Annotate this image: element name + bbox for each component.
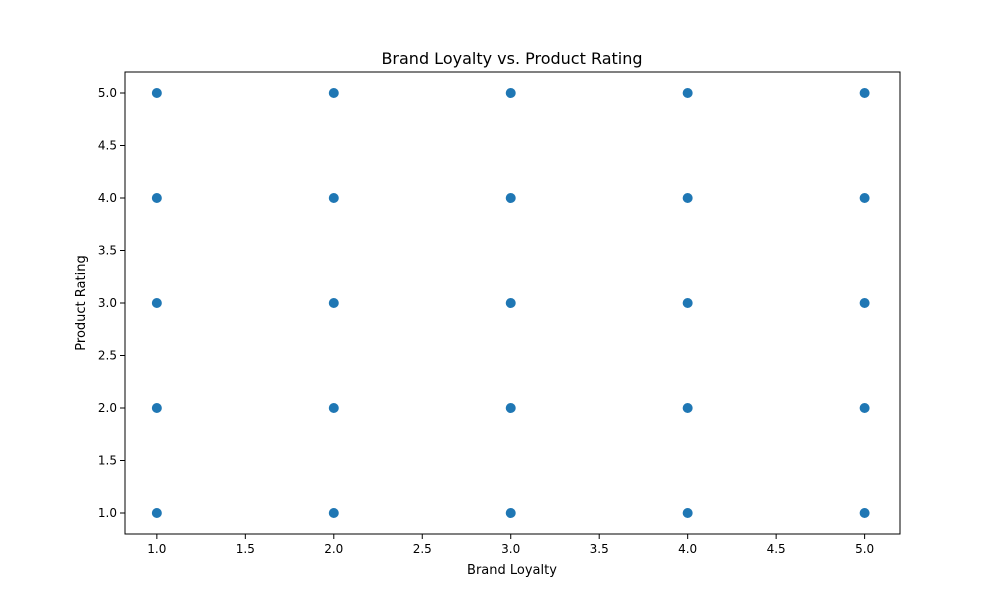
y-tick-label: 4.0 <box>98 191 117 205</box>
scatter-point <box>328 88 339 98</box>
y-tick-label: 3.5 <box>98 244 117 258</box>
x-tick-label: 2.5 <box>413 542 432 556</box>
scatter-point <box>682 508 693 518</box>
scatter-point <box>859 88 870 98</box>
x-tick-label: 4.0 <box>678 542 697 556</box>
scatter-point <box>151 403 162 413</box>
y-tick-label: 2.0 <box>98 401 117 415</box>
scatter-point <box>151 298 162 308</box>
scatter-point <box>505 403 516 413</box>
x-tick-label: 1.0 <box>147 542 166 556</box>
y-tick-label: 4.5 <box>98 139 117 153</box>
scatter-point <box>682 403 693 413</box>
x-tick-label: 3.5 <box>590 542 609 556</box>
scatter-point <box>151 88 162 98</box>
x-axis-label: Brand Loyalty <box>467 563 557 578</box>
x-tick-label: 3.0 <box>501 542 520 556</box>
scatter-point <box>859 508 870 518</box>
scatter-point <box>859 403 870 413</box>
scatter-point <box>505 88 516 98</box>
y-tick-label: 3.0 <box>98 296 117 310</box>
scatter-point <box>151 508 162 518</box>
scatter-point <box>151 193 162 203</box>
x-tick-label: 1.5 <box>236 542 255 556</box>
scatter-point <box>859 298 870 308</box>
chart-title: Brand Loyalty vs. Product Rating <box>381 49 642 68</box>
scatter-point <box>505 508 516 518</box>
y-axis-ticks: 1.0 1.5 2.0 2.5 3.0 3.5 4.0 4.5 5.0 <box>98 86 125 520</box>
scatter-point <box>328 193 339 203</box>
y-axis-label: Product Rating <box>74 255 89 350</box>
scatter-point <box>505 193 516 203</box>
scatter-point <box>859 193 870 203</box>
scatter-point <box>328 403 339 413</box>
scatter-points <box>151 88 870 518</box>
scatter-point <box>328 508 339 518</box>
y-tick-label: 5.0 <box>98 86 117 100</box>
scatter-point <box>328 298 339 308</box>
y-tick-label: 1.5 <box>98 454 117 468</box>
y-tick-label: 2.5 <box>98 349 117 363</box>
scatter-point <box>682 193 693 203</box>
scatter-point <box>682 298 693 308</box>
x-axis-ticks: 1.0 1.5 2.0 2.5 3.0 3.5 4.0 4.5 5.0 <box>147 534 874 556</box>
y-tick-label: 1.0 <box>98 506 117 520</box>
x-tick-label: 5.0 <box>855 542 874 556</box>
x-tick-label: 4.5 <box>767 542 786 556</box>
x-tick-label: 2.0 <box>324 542 343 556</box>
scatter-point <box>505 298 516 308</box>
scatter-point <box>682 88 693 98</box>
